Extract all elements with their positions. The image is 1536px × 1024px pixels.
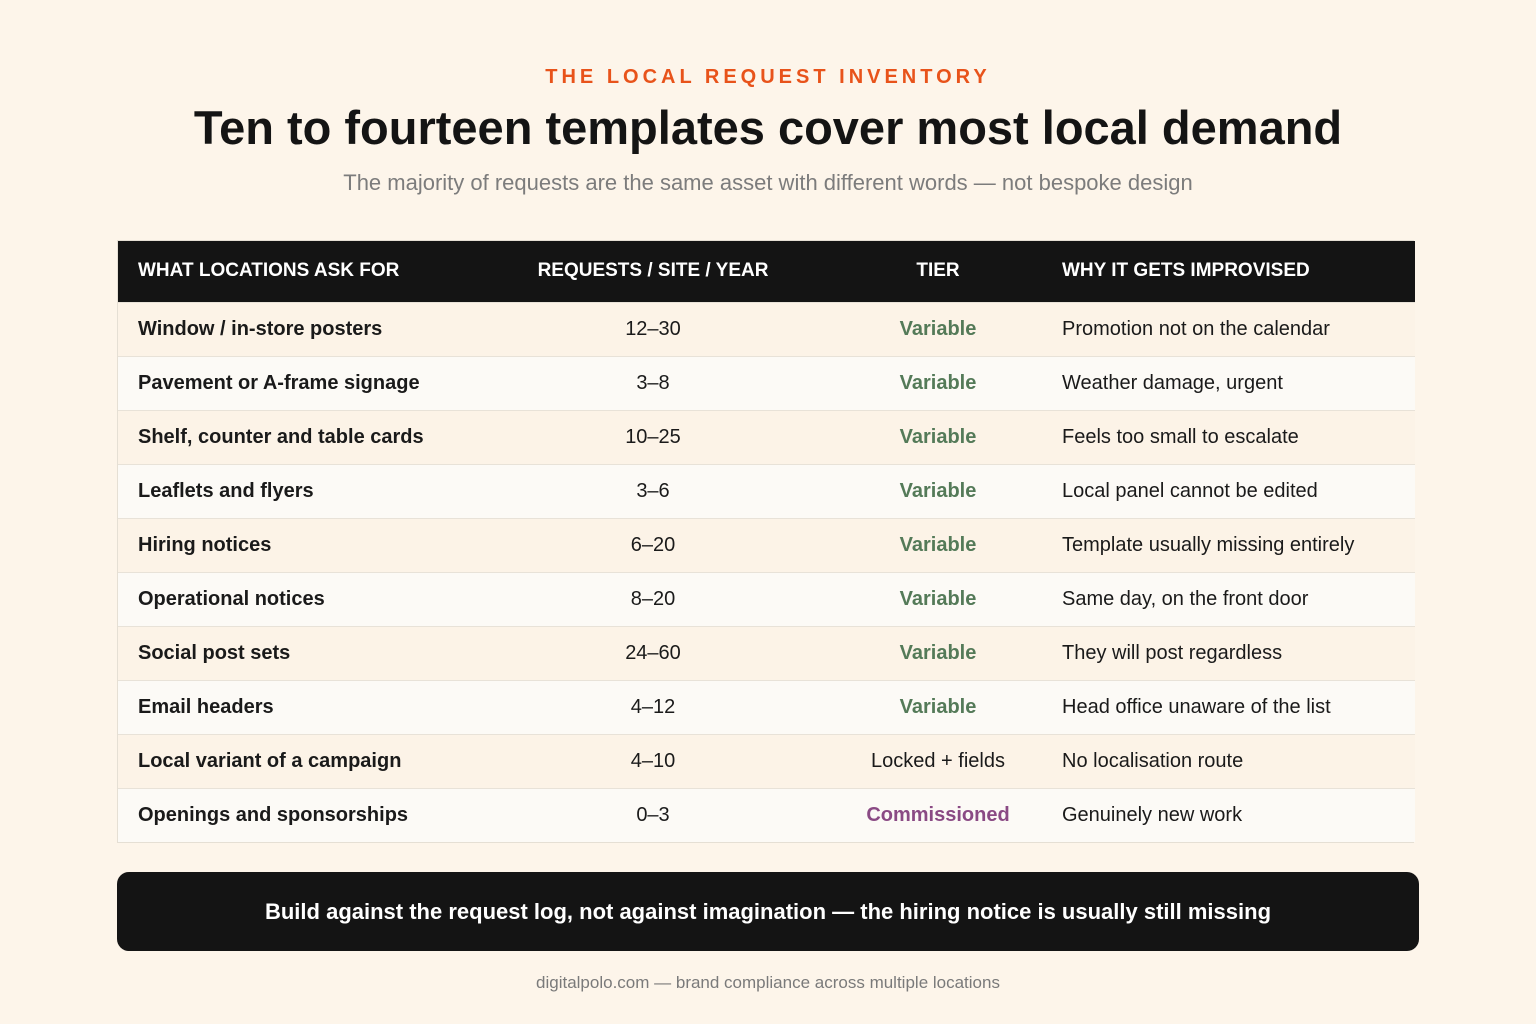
cell-tier: Locked + fields — [871, 749, 1005, 772]
cell-tier: Variable — [899, 317, 977, 340]
cell-requests: 0–3 — [636, 803, 670, 826]
page-subtitle: The majority of requests are the same as… — [343, 170, 1193, 195]
cell-requests: 4–10 — [630, 749, 676, 772]
cell-reason: They will post regardless — [1062, 641, 1283, 664]
table-body: Window / in-store posters 12–30 Variable Pr… — [118, 302, 1415, 842]
cell-item: Leaflets and flyers — [138, 479, 314, 502]
table-row: Openings and sponsorships 0–3 Commissioned… — [118, 788, 1415, 842]
cell-item: Operational notices — [138, 587, 325, 610]
cell-requests: 10–25 — [625, 425, 681, 448]
cell-tier: Variable — [899, 479, 977, 502]
cell-item: Openings and sponsorships — [138, 803, 409, 826]
table-row: Social post sets 24–60 Variable They will p… — [118, 626, 1415, 680]
table-row: Leaflets and flyers 3–6 Variable Local pane… — [118, 464, 1415, 518]
request-inventory-table: WHAT LOCATIONS ASK FOR REQUESTS / SITE /… — [117, 240, 1415, 843]
cell-tier: Variable — [899, 425, 977, 448]
cell-item: Hiring notices — [138, 533, 272, 556]
table-header-row: WHAT LOCATIONS ASK FOR REQUESTS / SITE /… — [118, 241, 1415, 302]
table-row: Window / in-store posters 12–30 Variable Pr… — [118, 302, 1415, 356]
cell-reason: Feels too small to escalate — [1062, 425, 1299, 448]
cell-reason: Same day, on the front door — [1062, 587, 1309, 610]
cell-item: Window / in-store posters — [138, 317, 383, 340]
cell-requests: 24–60 — [625, 641, 681, 664]
cell-requests: 8–20 — [630, 587, 676, 610]
column-header-requests: REQUESTS / SITE / YEAR — [537, 260, 769, 282]
cell-requests: 4–12 — [630, 695, 676, 718]
cell-reason: No localisation route — [1062, 749, 1244, 772]
cell-tier: Variable — [899, 587, 977, 610]
cell-requests: 3–8 — [636, 371, 670, 394]
cell-reason: Local panel cannot be edited — [1062, 479, 1318, 502]
cell-reason: Head office unaware of the list — [1062, 695, 1331, 718]
cell-reason: Promotion not on the calendar — [1062, 317, 1330, 340]
cell-tier: Commissioned — [866, 803, 1010, 826]
cell-tier: Variable — [899, 641, 977, 664]
cell-tier: Variable — [899, 371, 977, 394]
column-header-reason: WHY IT GETS IMPROVISED — [1062, 260, 1310, 282]
table-row: Email headers 4–12 Variable Head office una… — [118, 680, 1415, 734]
cell-tier: Variable — [899, 533, 977, 556]
table-row: Hiring notices 6–20 Variable Template usual… — [118, 518, 1415, 572]
cell-reason: Genuinely new work — [1062, 803, 1243, 826]
cell-item: Pavement or A-frame signage — [138, 371, 420, 394]
cell-tier: Variable — [899, 695, 977, 718]
table-row: Pavement or A-frame signage 3–8 Variable We… — [118, 356, 1415, 410]
callout-banner: Build against the request log, not again… — [117, 872, 1419, 951]
table-row: Shelf, counter and table cards 10–25 Varia… — [118, 410, 1415, 464]
cell-item: Social post sets — [138, 641, 291, 664]
table-row: Local variant of a campaign 4–10 Locked + … — [118, 734, 1415, 788]
table-row: Operational notices 8–20 Variable Same day,… — [118, 572, 1415, 626]
eyebrow-label: THE LOCAL REQUEST INVENTORY — [545, 66, 991, 88]
cell-reason: Template usually missing entirely — [1062, 533, 1355, 556]
column-header-tier: TIER — [916, 260, 960, 282]
cell-requests: 3–6 — [636, 479, 670, 502]
cell-requests: 6–20 — [630, 533, 676, 556]
column-header-item: WHAT LOCATIONS ASK FOR — [138, 260, 400, 282]
cell-reason: Weather damage, urgent — [1062, 371, 1283, 394]
cell-item: Shelf, counter and table cards — [138, 425, 424, 448]
page-title: Ten to fourteen templates cover most loc… — [193, 101, 1343, 154]
cell-item: Local variant of a campaign — [138, 749, 402, 772]
footer-credit: digitalpolo.com — brand compliance acros… — [536, 973, 1000, 992]
cell-item: Email headers — [138, 695, 274, 718]
cell-requests: 12–30 — [625, 317, 681, 340]
